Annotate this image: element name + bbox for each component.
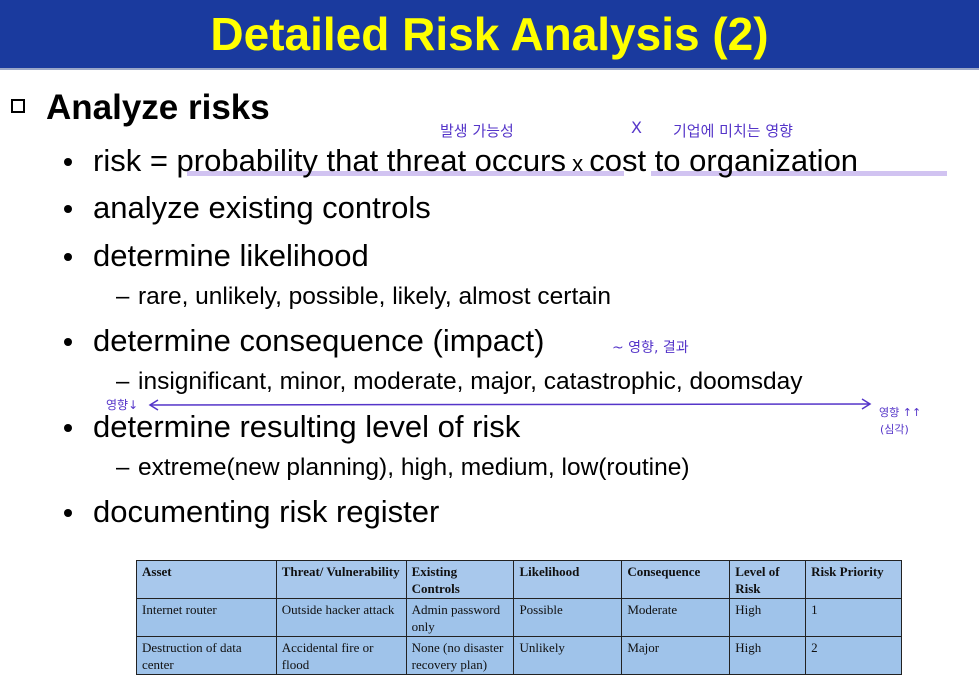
table-row: Internet router Outside hacker attack Ad…	[136, 598, 902, 637]
checkbox-bullet-icon	[11, 99, 25, 113]
risk-levels: extreme(new planning), high, medium, low…	[138, 454, 690, 481]
header-existing-controls: Existing Controls	[405, 560, 515, 599]
table-cell: Destruction of data center	[136, 636, 277, 675]
risk-register-table: Asset Threat/ Vulnerability Existing Con…	[136, 560, 902, 675]
table-cell: Internet router	[136, 598, 277, 637]
bullet-level-of-risk: determine resulting level of risk	[93, 409, 521, 444]
table-cell: None (no disaster recovery plan)	[405, 636, 515, 675]
cost-highlight	[651, 171, 947, 176]
header-risk-priority: Risk Priority	[805, 560, 902, 599]
bullet-dot	[64, 338, 72, 346]
likelihood-levels: rare, unlikely, possible, likely, almost…	[138, 283, 611, 310]
table-header-row: Asset Threat/ Vulnerability Existing Con…	[136, 560, 902, 599]
arrow-right-note: 영향 ↑↑	[879, 406, 922, 419]
sub-dash: –	[116, 283, 130, 310]
bullet-risk-formula: risk = probability that threat occurs x …	[93, 141, 858, 184]
table-cell: Admin password only	[405, 598, 515, 637]
risk-formula-times: x	[565, 151, 590, 176]
consequence-levels: insignificant, minor, moderate, major, c…	[138, 368, 803, 395]
risk-formula-start: risk =	[93, 143, 177, 178]
table-cell: Major	[621, 636, 731, 675]
times-note: X	[631, 118, 642, 137]
bullet-dot	[64, 424, 72, 432]
table-cell: Possible	[513, 598, 623, 637]
table-cell: High	[729, 598, 807, 637]
cost-note: 기업에 미치는 영향	[673, 122, 793, 140]
header-level-of-risk: Level of Risk	[729, 560, 807, 599]
table-cell: Outside hacker attack	[275, 598, 407, 637]
header-asset: Asset	[136, 560, 277, 599]
probability-highlight	[187, 171, 624, 176]
title-divider	[0, 68, 979, 70]
bullet-risk-register: documenting risk register	[93, 494, 440, 529]
bullet-dot	[64, 253, 72, 261]
bullet-dot	[64, 205, 72, 213]
arrow-right-subnote: (심각)	[880, 423, 909, 436]
severity-arrow-icon	[148, 398, 872, 411]
title-bar	[0, 0, 979, 68]
slide-title: Detailed Risk Analysis (2)	[210, 8, 769, 60]
bullet-existing-controls: analyze existing controls	[93, 190, 431, 225]
risk-formula-probability: probability that threat occurs	[176, 143, 566, 178]
sub-dash: –	[116, 368, 130, 395]
table-cell: 2	[805, 636, 902, 675]
table-cell: High	[729, 636, 807, 675]
risk-formula-cost: cost to organization	[589, 143, 859, 178]
table-cell: 1	[805, 598, 902, 637]
table-cell: Moderate	[621, 598, 731, 637]
arrow-left-note: 영향↓	[106, 398, 139, 412]
header-likelihood: Likelihood	[513, 560, 623, 599]
table-cell: Accidental fire or flood	[275, 636, 407, 675]
header-threat: Threat/ Vulnerability	[275, 560, 407, 599]
probability-note: 발생 가능성	[440, 122, 514, 140]
section-heading: Analyze risks	[46, 88, 270, 127]
sub-dash: –	[116, 454, 130, 481]
table-cell: Unlikely	[513, 636, 623, 675]
bullet-likelihood: determine likelihood	[93, 238, 369, 273]
bullet-dot	[64, 509, 72, 517]
bullet-dot	[64, 158, 72, 166]
consequence-note: ~ 영향, 결과	[612, 340, 689, 356]
bullet-consequence: determine consequence (impact)	[93, 323, 545, 358]
header-consequence: Consequence	[621, 560, 731, 599]
table-row: Destruction of data center Accidental fi…	[136, 636, 902, 675]
